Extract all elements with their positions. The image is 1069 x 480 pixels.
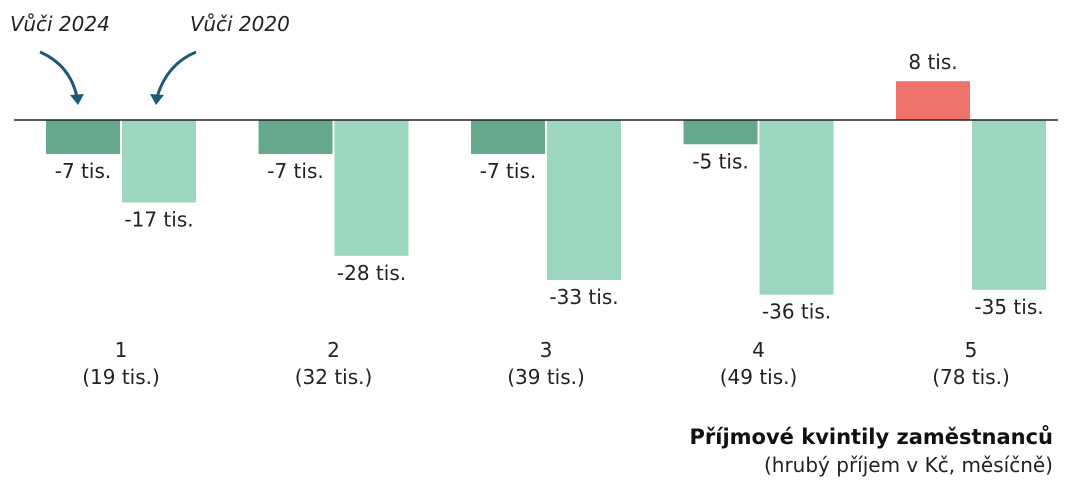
arrow-2024-head-icon (70, 94, 84, 105)
arrow-2020-head-icon (150, 94, 164, 105)
bar-series-2-q5 (972, 120, 1046, 290)
bar-series-1-q2 (258, 120, 333, 154)
bar-series-1-q4 (683, 120, 758, 145)
category-label-q3: 3 (540, 338, 553, 362)
value-label-series-1-q2: -7 tis. (267, 159, 323, 183)
arrow-2020-icon (155, 50, 197, 98)
value-label-series-1-q1: -7 tis. (55, 159, 111, 183)
value-label-series-1-q4: -5 tis. (692, 149, 748, 173)
bar-series-2-q1 (122, 120, 196, 203)
bar-series-2-q3 (547, 120, 621, 281)
category-sublabel-q3: (39 tis.) (507, 365, 585, 389)
value-label-series-1-q5: 8 tis. (908, 50, 957, 74)
x-axis-title: Příjmové kvintily zaměstnanců (689, 425, 1053, 449)
value-label-series-2-q4: -36 tis. (762, 300, 831, 324)
bar-series-2-q2 (334, 120, 409, 256)
category-label-q1: 1 (115, 338, 128, 362)
x-axis-subtitle: (hrubý příjem v Kč, měsíčně) (763, 453, 1053, 477)
value-label-series-2-q3: -33 tis. (549, 285, 618, 309)
category-label-q5: 5 (965, 338, 978, 362)
category-label-q2: 2 (327, 338, 340, 362)
value-label-series-2-q1: -17 tis. (124, 207, 193, 231)
value-label-series-2-q2: -28 tis. (337, 261, 406, 285)
value-label-series-1-q3: -7 tis. (480, 159, 536, 183)
bar-series-2-q4 (759, 120, 834, 295)
bar-series-1-q1 (46, 120, 120, 154)
annotation-vs-2020: Vůči 2020 (190, 12, 290, 36)
category-label-q4: 4 (752, 338, 765, 362)
bar-series-1-q3 (471, 120, 545, 154)
arrow-2024-icon (39, 50, 79, 98)
bar-series-1-q5 (896, 81, 970, 120)
category-sublabel-q2: (32 tis.) (295, 365, 373, 389)
annotation-vs-2024: Vůči 2024 (10, 12, 110, 36)
category-sublabel-q5: (78 tis.) (932, 365, 1010, 389)
category-sublabel-q1: (19 tis.) (82, 365, 160, 389)
category-sublabel-q4: (49 tis.) (720, 365, 798, 389)
value-label-series-2-q5: -35 tis. (974, 295, 1043, 319)
